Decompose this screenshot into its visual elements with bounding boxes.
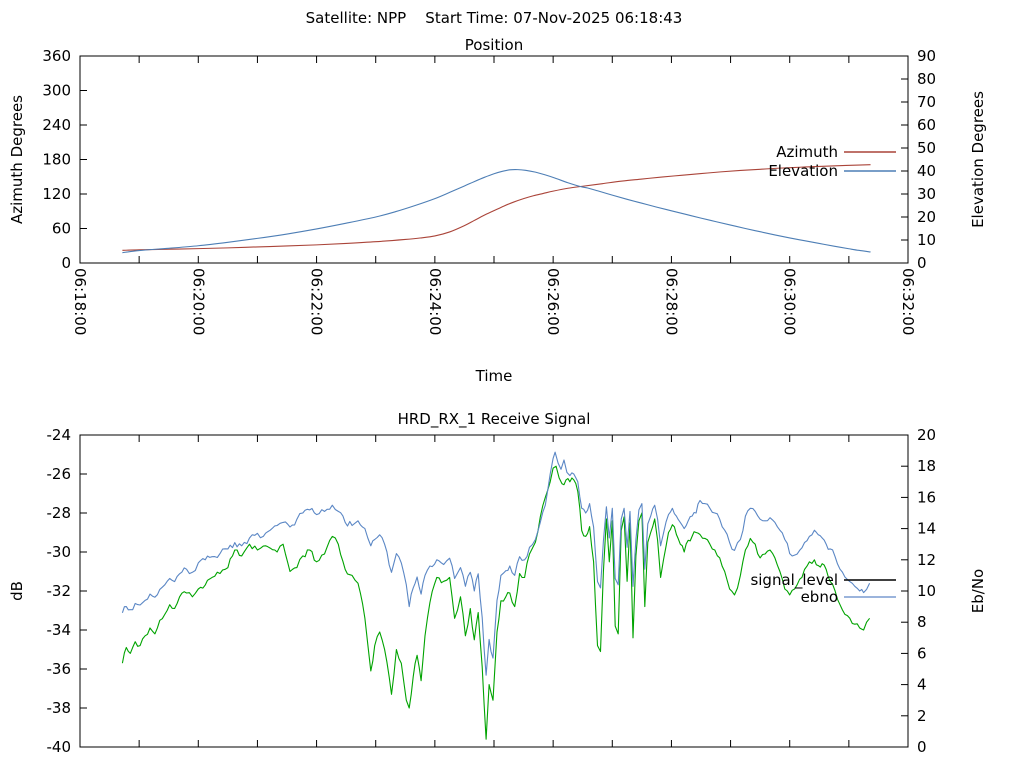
y-right-tick-label: 16 bbox=[917, 488, 936, 506]
y-left-tick-label: 180 bbox=[42, 151, 71, 169]
y-left-tick-label: 300 bbox=[42, 82, 71, 100]
legend-label-elevation: Elevation bbox=[768, 162, 838, 180]
x-tick-label: 06:18:00 bbox=[71, 268, 89, 335]
y-right-tick-label: 20 bbox=[917, 426, 936, 444]
y-left-tick-label: -38 bbox=[47, 699, 72, 717]
y-left-axis-title: Azimuth Degrees bbox=[8, 95, 26, 224]
y-right-tick-label: 80 bbox=[917, 70, 936, 88]
y-right-tick-label: 30 bbox=[917, 185, 936, 203]
y-right-tick-label: 40 bbox=[917, 162, 936, 180]
y-left-tick-label: -40 bbox=[47, 738, 72, 756]
y-right-tick-label: 50 bbox=[917, 139, 936, 157]
y-left-tick-label: -32 bbox=[47, 582, 72, 600]
chart-title-position: Position bbox=[465, 36, 523, 54]
y-left-tick-label: 60 bbox=[52, 220, 71, 238]
y-right-tick-label: 70 bbox=[917, 93, 936, 111]
y-left-tick-label: -28 bbox=[47, 504, 72, 522]
x-tick-label: 06:32:00 bbox=[899, 268, 917, 335]
y-left-tick-label: -26 bbox=[47, 465, 72, 483]
x-tick-label: 06:28:00 bbox=[662, 268, 680, 335]
x-tick-label: 06:24:00 bbox=[426, 268, 444, 335]
y-right-tick-label: 60 bbox=[917, 116, 936, 134]
ebno-series-line bbox=[121, 451, 871, 676]
azimuth-series-line bbox=[122, 164, 871, 251]
y-left-tick-label: -24 bbox=[47, 426, 72, 444]
x-tick-label: 06:26:00 bbox=[544, 268, 562, 335]
y-right-tick-label: 0 bbox=[917, 738, 927, 756]
axis-ticks bbox=[80, 55, 908, 264]
legend-label-azimuth: Azimuth bbox=[776, 143, 838, 161]
y-right-tick-label: 8 bbox=[917, 613, 927, 631]
y-left-tick-label: 0 bbox=[61, 254, 71, 272]
x-axis-title: Time bbox=[475, 367, 513, 385]
y-right-axis-title: Elevation Degrees bbox=[969, 91, 987, 228]
chart-position: Position 0 60 120 180 240 300 360 0 10 20 30 40 50 60 7… bbox=[8, 36, 987, 385]
elevation-series-line bbox=[122, 169, 871, 254]
y-right-tick-label: 90 bbox=[917, 47, 936, 65]
plot-border bbox=[79, 434, 909, 748]
y-right-tick-label: 12 bbox=[917, 551, 936, 569]
y-left-tick-label: -34 bbox=[47, 621, 72, 639]
signal_level-series-line bbox=[121, 465, 871, 740]
x-tick-label: 06:20:00 bbox=[189, 268, 207, 335]
y-left-tick-label: 240 bbox=[42, 116, 71, 134]
legend-label-signal_level: signal_level bbox=[750, 571, 838, 590]
x-tick-label: 06:22:00 bbox=[308, 268, 326, 335]
y-left-tick-label: -36 bbox=[47, 660, 72, 678]
y-right-tick-label: 10 bbox=[917, 582, 936, 600]
y-right-tick-label: 0 bbox=[917, 254, 927, 272]
y-right-tick-label: 2 bbox=[917, 707, 927, 725]
axis-ticks bbox=[80, 434, 908, 748]
figure-title: Satellite: NPP Start Time: 07-Nov-2025 0… bbox=[305, 9, 683, 27]
y-right-tick-label: 4 bbox=[917, 676, 927, 694]
y-right-tick-label: 18 bbox=[917, 457, 936, 475]
y-right-tick-label: 10 bbox=[917, 231, 936, 249]
y-right-axis-title: Eb/No bbox=[969, 569, 987, 613]
chart-receive-signal: HRD_RX_1 Receive Signal -40 -38 -36 -34 -32 -3… bbox=[8, 410, 987, 756]
y-left-axis-title: dB bbox=[8, 581, 26, 601]
legend-label-ebno: ebno bbox=[801, 588, 838, 606]
y-left-tick-label: 120 bbox=[42, 185, 71, 203]
y-left-tick-label: -30 bbox=[47, 543, 72, 561]
y-right-tick-label: 6 bbox=[917, 644, 927, 662]
x-tick-label: 06:30:00 bbox=[781, 268, 799, 335]
y-right-tick-label: 14 bbox=[917, 520, 936, 538]
chart-title-receive-signal: HRD_RX_1 Receive Signal bbox=[398, 410, 591, 429]
y-right-tick-label: 20 bbox=[917, 208, 936, 226]
y-left-tick-label: 360 bbox=[42, 47, 71, 65]
